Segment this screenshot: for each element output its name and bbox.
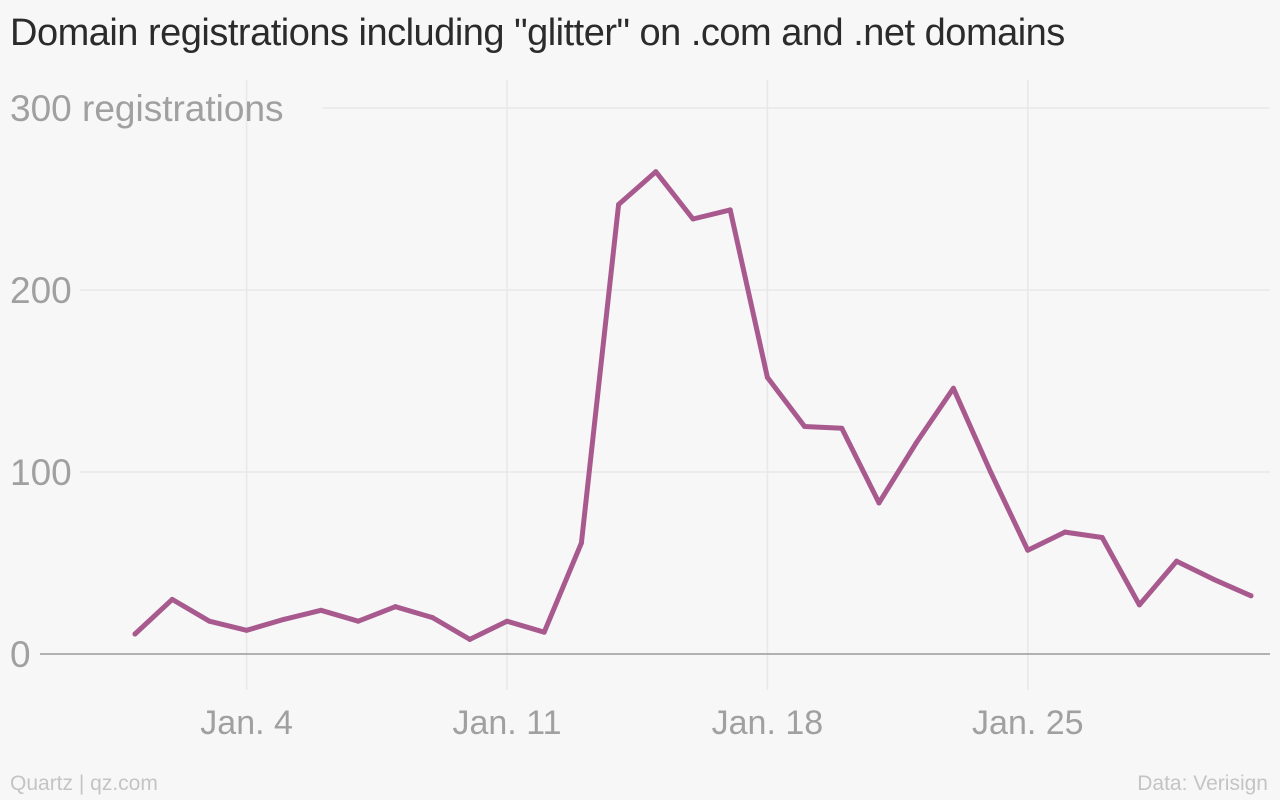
data-point [504, 618, 510, 624]
data-point [653, 169, 659, 175]
data-point [244, 627, 250, 633]
y-tick-label: 200 [10, 270, 72, 311]
x-tick-label: Jan. 18 [712, 704, 824, 742]
data-point [281, 616, 287, 622]
y-tick-label: 0 [10, 634, 31, 675]
y-tick-label: 300 registrations [10, 88, 284, 129]
data-point [913, 440, 919, 446]
data-point [876, 500, 882, 506]
x-tick-label: Jan. 4 [200, 704, 293, 742]
data-point [169, 596, 175, 602]
data-point [132, 631, 138, 637]
data-point [578, 540, 584, 546]
data-point [839, 425, 845, 431]
data-point [764, 374, 770, 380]
data-point [467, 636, 473, 642]
data-point [616, 201, 622, 207]
footer-data-source: Data: Verisign [1137, 772, 1268, 795]
data-point [727, 207, 733, 213]
data-point [690, 216, 696, 222]
x-tick-label: Jan. 11 [452, 704, 561, 742]
data-point [1099, 535, 1105, 541]
data-point [392, 604, 398, 610]
chart-title: Domain registrations including "glitter"… [10, 12, 1065, 54]
data-point [988, 469, 994, 475]
data-point [430, 615, 436, 621]
data-point [1062, 529, 1068, 535]
series-line [132, 169, 1254, 642]
data-point [1211, 576, 1217, 582]
data-point [355, 618, 361, 624]
data-point [206, 618, 212, 624]
data-point [1136, 602, 1142, 608]
data-point [802, 424, 808, 429]
data-point [1025, 547, 1031, 553]
data-point [1248, 593, 1254, 599]
x-tick-label: Jan. 25 [972, 704, 1084, 742]
data-point [541, 629, 547, 635]
y-tick-label: 100 [10, 452, 72, 493]
footer-credit: Quartz | qz.com [10, 772, 158, 795]
data-point [950, 385, 956, 391]
data-point [1174, 558, 1180, 564]
data-point [318, 607, 324, 613]
